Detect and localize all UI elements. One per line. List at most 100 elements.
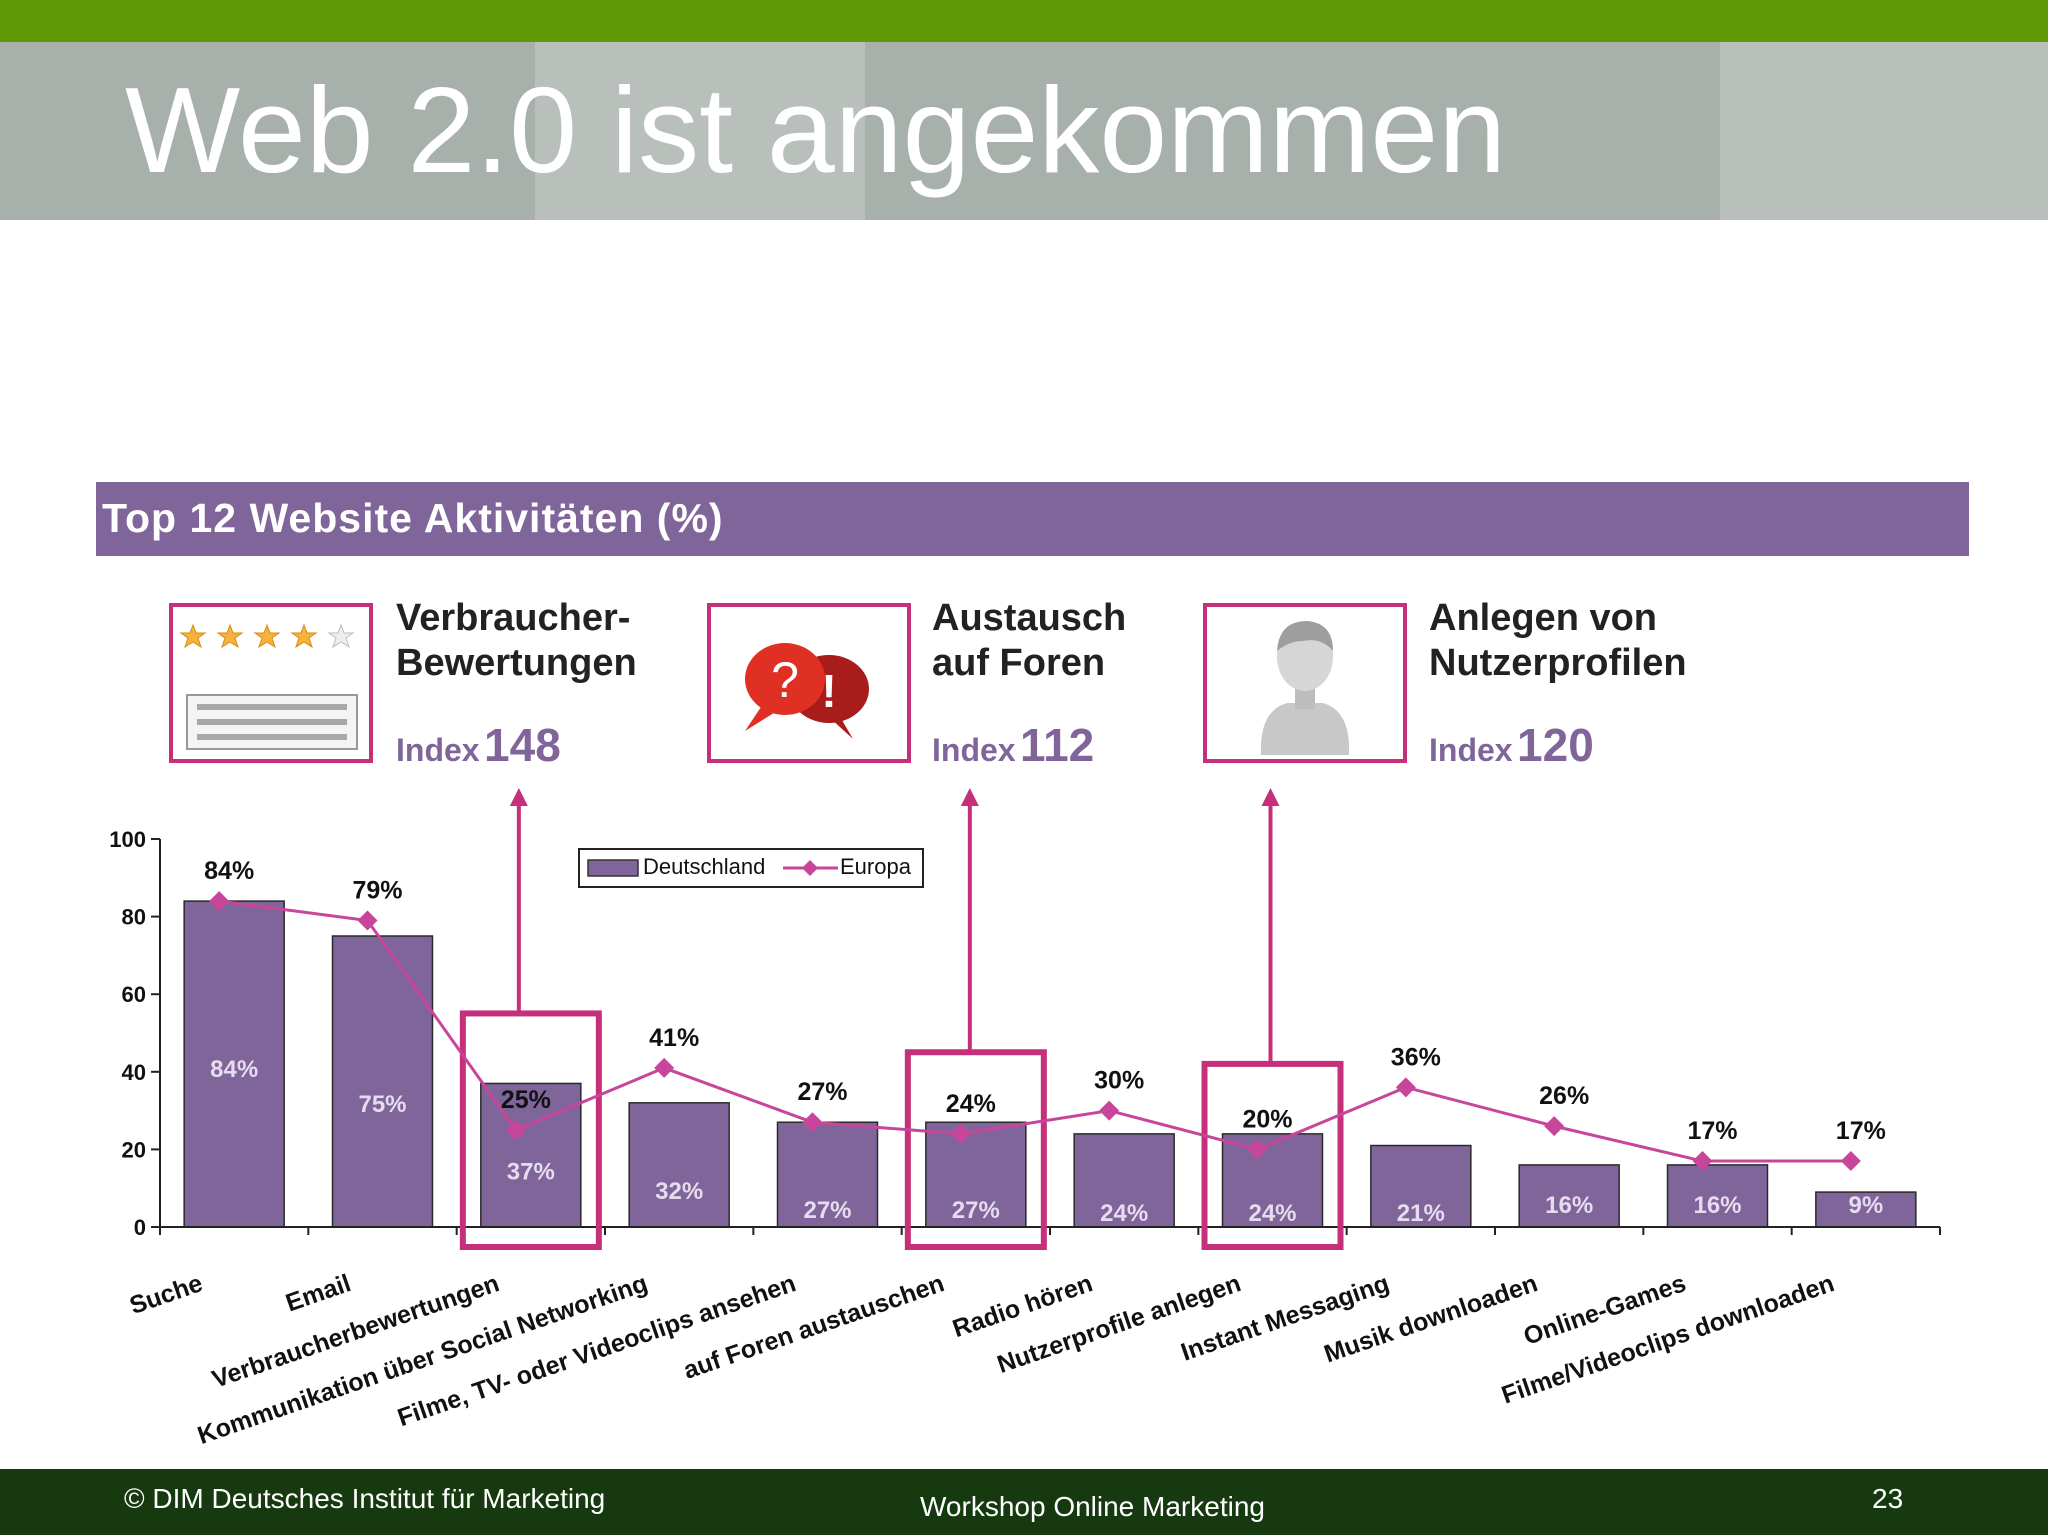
highlight-arrowhead (509, 788, 528, 806)
bar-deutschland (331, 935, 434, 1228)
marker-europa (654, 1057, 675, 1078)
line-value-label: 79% (352, 876, 402, 904)
title-decoration (1720, 42, 2048, 220)
category-label: Filme/Videoclips downloaden (1498, 1269, 1838, 1409)
bar-value-label: 16% (1693, 1192, 1741, 1219)
marker-europa (1840, 1151, 1861, 1172)
legend-box (578, 848, 924, 888)
footer-workshop: Workshop Online Marketing (920, 1491, 1265, 1522)
footer-copyright: © DIM Deutsches Institut für Marketing (124, 1483, 606, 1514)
marker-europa (505, 1120, 526, 1140)
bar-value-label: 9% (1848, 1192, 1883, 1219)
y-tick-label: 100 (109, 827, 146, 852)
highlight-box (904, 1049, 1047, 1250)
callout-title: Verbraucher- Bewertungen (396, 597, 637, 684)
line-value-label: 25% (501, 1086, 551, 1114)
bar-deutschland (628, 1102, 730, 1228)
bar-deutschland (1370, 1144, 1472, 1228)
title-bar (0, 42, 2048, 220)
legend-swatch-deutschland (587, 859, 639, 877)
bar-deutschland (1666, 1164, 1769, 1228)
bar-deutschland (776, 1121, 879, 1228)
line-value-label: 26% (1539, 1082, 1589, 1110)
bar-deutschland (1815, 1191, 1917, 1228)
chart-title: Top 12 Website Aktivitäten (%) (102, 495, 724, 541)
svg-text:!: ! (821, 665, 836, 717)
category-label: Suche (126, 1269, 206, 1320)
bar-value-label: 32% (655, 1178, 703, 1205)
y-tick-label: 0 (134, 1215, 146, 1240)
bar-value-label: 27% (952, 1197, 1000, 1224)
category-label: Instant Messaging (1177, 1269, 1392, 1366)
marker-europa (1099, 1100, 1120, 1121)
line-europa (218, 899, 1851, 1163)
category-label: Kommunikation über Social Networking (194, 1269, 651, 1450)
highlight-arrowhead (960, 788, 979, 806)
legend-marker-europa (802, 860, 818, 876)
bar-value-label: 24% (1248, 1200, 1296, 1227)
category-label: Verbraucherbewertungen (209, 1269, 503, 1394)
bar-value-label: 21% (1397, 1200, 1445, 1227)
line-value-label: 17% (1687, 1117, 1737, 1145)
marker-europa (950, 1123, 971, 1144)
svg-text:?: ? (771, 652, 799, 708)
marker-europa (357, 910, 378, 931)
callout-index: Index 120 (1429, 719, 1594, 771)
bar-value-label: 27% (803, 1197, 851, 1224)
slide-title: Web 2.0 ist angekommen (125, 62, 1507, 198)
bar-deutschland (480, 1082, 582, 1228)
bar-deutschland (1073, 1133, 1175, 1228)
category-label: Filme, TV- oder Videoclips ansehen (394, 1269, 799, 1432)
bar-value-label: 37% (507, 1158, 555, 1185)
marker-europa (1692, 1151, 1713, 1172)
category-label: auf Foren austauschen (680, 1269, 948, 1385)
category-label: Musik downloaden (1321, 1269, 1542, 1368)
category-label: Radio hören (949, 1269, 1096, 1343)
y-tick-label: 80 (122, 905, 146, 930)
callout-index: Index 148 (396, 719, 561, 771)
line-value-label: 36% (1391, 1043, 1441, 1071)
highlight-arrowhead (1261, 788, 1280, 806)
bar-deutschland (1518, 1164, 1620, 1228)
bar-deutschland (1221, 1133, 1324, 1228)
star-rating-icon (169, 603, 373, 763)
page-number: 23 (1872, 1483, 1904, 1514)
marker-europa (1395, 1077, 1416, 1098)
callout-title: Anlegen von Nutzerprofilen (1429, 597, 1687, 684)
speech-bubbles-icon: ! ? (707, 603, 911, 763)
legend-label-europa: Europa (840, 854, 912, 879)
y-tick-label: 60 (122, 982, 146, 1007)
bar-value-label: 16% (1545, 1192, 1593, 1219)
chart-banner (96, 482, 1969, 556)
marker-europa (1247, 1139, 1268, 1160)
line-value-label: 41% (649, 1024, 699, 1052)
highlight-box (1201, 1060, 1344, 1250)
category-label: Nutzerprofile anlegen (994, 1269, 1245, 1379)
line-value-label: 84% (204, 857, 254, 885)
y-tick-label: 20 (122, 1137, 146, 1162)
line-value-label: 17% (1836, 1117, 1886, 1145)
bar-value-label: 24% (1100, 1200, 1148, 1227)
line-value-label: 27% (797, 1078, 847, 1106)
bar-deutschland (925, 1121, 1027, 1228)
line-value-label: 20% (1242, 1105, 1292, 1133)
callout-title: Austausch auf Foren (932, 597, 1127, 684)
callout-index: Index 112 (932, 719, 1095, 771)
category-label: Email (282, 1269, 354, 1317)
bar-value-label: 84% (210, 1056, 258, 1083)
highlight-box (459, 1010, 602, 1250)
top-accent-bar (0, 0, 2048, 42)
bar-deutschland (183, 900, 285, 1228)
user-profile-icon (1203, 603, 1407, 763)
marker-europa (802, 1112, 823, 1133)
y-tick-label: 40 (122, 1060, 146, 1085)
marker-europa (209, 891, 230, 912)
legend-label-deutschland: Deutschland (643, 854, 765, 879)
marker-europa (1544, 1116, 1565, 1137)
title-decoration (535, 42, 865, 220)
footer: © DIM Deutsches Institut für Marketing W… (0, 1469, 2048, 1535)
bar-value-label: 75% (358, 1091, 406, 1118)
line-value-label: 30% (1094, 1067, 1144, 1095)
line-value-label: 24% (946, 1090, 996, 1118)
category-label: Online-Games (1520, 1269, 1689, 1351)
